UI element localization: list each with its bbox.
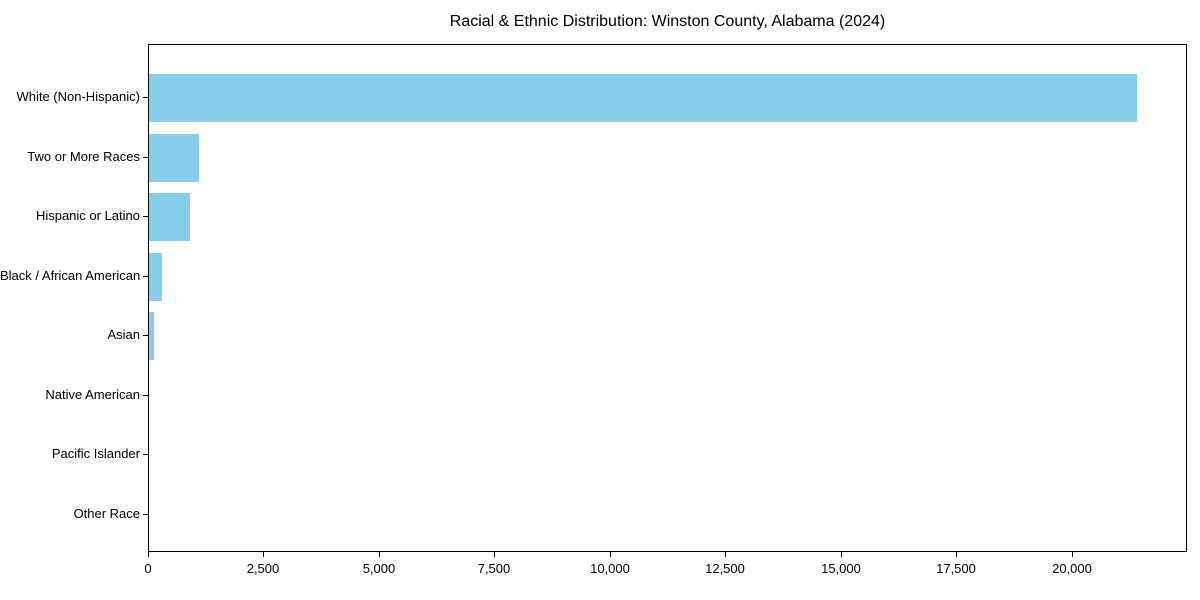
y-tick-label: Hispanic or Latino (35, 208, 140, 224)
y-tick-mark (143, 156, 148, 158)
x-tick-mark (263, 552, 264, 557)
bar-two-or-more-races (149, 133, 199, 182)
y-tick-label: Black / African American (0, 267, 141, 283)
x-tick-label: 17,500 (936, 561, 976, 576)
x-tick-mark (956, 552, 957, 557)
y-tick-label: Two or More Races (27, 148, 140, 164)
x-tick-mark (148, 552, 149, 557)
y-tick-mark (143, 454, 148, 456)
x-tick-label: 20,000 (1052, 561, 1092, 576)
bar-hispanic-or-latino (149, 193, 190, 242)
y-tick-label: White (Non-Hispanic) (16, 89, 140, 104)
x-tick-label: 10,000 (590, 561, 630, 576)
y-tick-mark (143, 275, 148, 277)
bar-asian (149, 312, 154, 361)
plot-area (148, 44, 1187, 552)
x-tick-mark (1072, 552, 1073, 557)
chart-title: Racial & Ethnic Distribution: Winston Co… (449, 13, 886, 30)
x-tick-label: 2,500 (246, 561, 280, 576)
y-tick-label: Pacific Islander (51, 446, 140, 462)
y-tick-mark (143, 513, 148, 515)
x-tick-mark (494, 552, 495, 557)
y-tick-mark (143, 335, 148, 337)
y-tick-label: Native American (45, 386, 140, 402)
y-tick-mark (143, 394, 148, 396)
x-tick-mark (841, 552, 842, 557)
bar-black-african-american (149, 252, 162, 301)
x-tick-label: 12,500 (705, 561, 745, 576)
x-tick-mark (725, 552, 726, 557)
x-tick-mark (610, 552, 611, 557)
y-tick-label: Other Race (73, 505, 140, 521)
y-tick-label: Asian (107, 327, 140, 343)
y-tick-mark (143, 97, 148, 98)
x-tick-mark (379, 552, 380, 557)
x-tick-label: 5,000 (362, 561, 396, 576)
bar-white-non-hispanic (149, 74, 1137, 122)
x-tick-label: 0 (144, 561, 152, 576)
x-tick-label: 15,000 (821, 561, 861, 576)
x-tick-label: 7,500 (477, 561, 511, 576)
y-tick-mark (143, 216, 148, 218)
